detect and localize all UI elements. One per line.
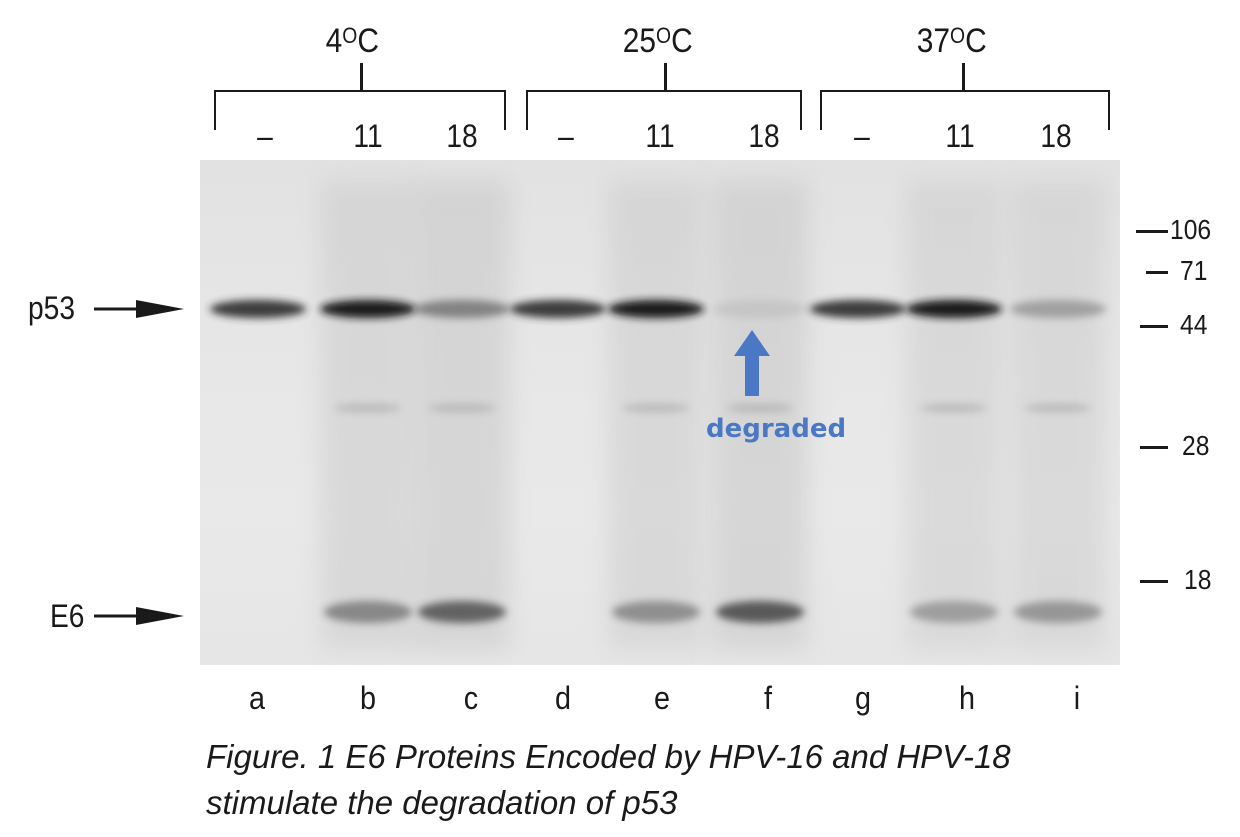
p53-arrow-icon: [94, 300, 184, 318]
e6-row-label: E6: [50, 598, 85, 634]
treatment-label: 18: [1040, 118, 1072, 154]
lane-label: i: [1073, 680, 1081, 716]
lane-smear-c: [414, 180, 510, 650]
marker-tick-18: [1140, 580, 1168, 583]
temp-label-25c: 25OC: [622, 22, 693, 60]
lane-label: b: [359, 680, 377, 716]
e6-arrow-icon: [94, 607, 184, 625]
lane-label: g: [854, 680, 872, 716]
p53-band-b: [320, 300, 416, 318]
figure-caption-line-2: stimulate the degradation of p53: [206, 784, 678, 821]
lane-smear-f: [712, 180, 808, 650]
minor-band-f: [726, 404, 794, 412]
treatment-label: –: [558, 118, 574, 154]
marker-label-71: 71: [1180, 255, 1208, 286]
figure-caption-line-1: Figure. 1 E6 Proteins Encoded by HPV-16 …: [206, 738, 1011, 775]
degraded-arrow-icon: [734, 330, 770, 396]
minor-band-b: [334, 404, 402, 412]
e6-band-c: [418, 601, 506, 623]
lane-label: a: [248, 680, 266, 716]
marker-tick-44: [1140, 325, 1168, 328]
treatment-label: –: [854, 118, 870, 154]
p53-band-g: [810, 300, 906, 318]
temp-label-37c: 37OC: [916, 22, 987, 60]
lane-label: e: [653, 680, 671, 716]
temp-label-4c: 4OC: [325, 22, 379, 60]
e6-band-h: [910, 601, 998, 623]
p53-band-e: [608, 300, 704, 318]
lane-smear-e: [608, 180, 704, 650]
lane-label: h: [958, 680, 976, 716]
marker-tick-28: [1140, 446, 1168, 449]
bracket-stem-25c: [664, 63, 667, 91]
bracket-25c: [526, 90, 802, 130]
p53-row-label: p53: [28, 290, 75, 326]
lane-label: d: [554, 680, 572, 716]
minor-band-c: [428, 404, 496, 412]
lane-smear-h: [906, 180, 1002, 650]
p53-band-d: [510, 300, 606, 318]
p53-band-h: [906, 300, 1002, 318]
bracket-4c: [214, 90, 506, 130]
p53-band-c: [414, 300, 510, 318]
marker-label-28: 28: [1182, 430, 1210, 461]
treatment-label: 11: [353, 118, 383, 154]
minor-band-i: [1024, 404, 1092, 412]
marker-tick-71: [1146, 271, 1168, 274]
lane-label: f: [763, 680, 772, 716]
treatment-label: 18: [446, 118, 478, 154]
marker-label-18: 18: [1184, 564, 1212, 595]
marker-label-44: 44: [1180, 309, 1208, 340]
lane-label: c: [463, 680, 479, 716]
e6-band-f: [716, 601, 804, 623]
treatment-label: 11: [945, 118, 975, 154]
marker-tick-106: [1136, 230, 1168, 233]
bracket-stem-4c: [360, 63, 363, 91]
bracket-stem-37c: [962, 63, 965, 91]
e6-band-e: [612, 601, 700, 623]
p53-band-i: [1010, 300, 1106, 318]
e6-band-b: [324, 601, 412, 623]
treatment-label: –: [257, 118, 273, 154]
e6-band-i: [1014, 601, 1102, 623]
bracket-37c: [820, 90, 1110, 130]
lane-smear-b: [320, 180, 416, 650]
treatment-label: 11: [645, 118, 675, 154]
gel-image: [200, 160, 1120, 665]
lane-smear-i: [1010, 180, 1106, 650]
treatment-label: 18: [748, 118, 780, 154]
marker-label-106: 106: [1170, 214, 1212, 245]
p53-band-a: [210, 300, 306, 318]
minor-band-h: [920, 404, 988, 412]
p53-band-f: [712, 300, 808, 318]
minor-band-e: [622, 404, 690, 412]
degraded-annotation: degraded: [706, 414, 847, 444]
